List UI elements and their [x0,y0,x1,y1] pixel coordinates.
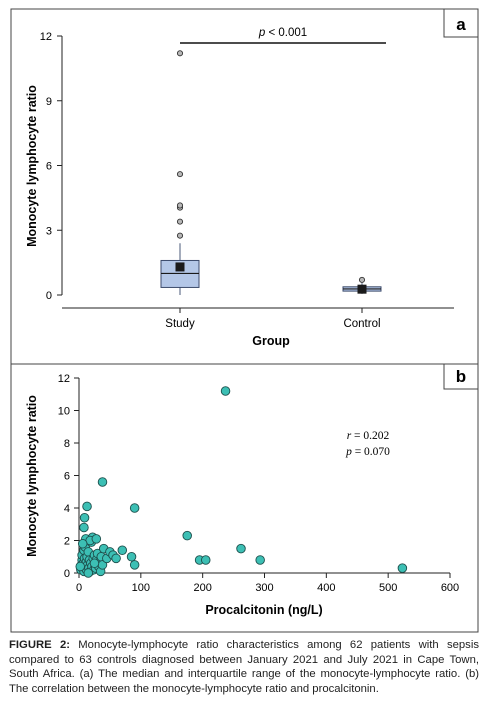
scatter-point [79,513,90,523]
panel-b-label: b [456,367,466,386]
scatter-point [89,558,100,569]
figure-caption: FIGURE 2: Monocyte-lymphocyte ratio char… [9,638,479,696]
outlier-point [176,218,184,225]
x-tick-label: Control [343,318,380,330]
x-tick-label: 400 [317,582,335,594]
y-tick-label: 2 [64,536,70,548]
scatter-point [220,386,231,396]
scatter-point [79,522,89,533]
x-tick-label: 500 [379,582,397,594]
panel-a-y-axis: 0 3 6 9 12 Study Control [40,31,454,330]
panel-b-points [75,386,408,578]
scatter-point [77,539,88,549]
scatter-point [129,560,140,570]
scatter-point [97,477,108,487]
scatter-point [117,545,128,556]
panel-a-label: a [456,15,466,34]
scatter-point [255,555,265,565]
y-tick-label: 4 [64,503,70,515]
panel-b-y-label: Monocyte lymphocyte ratio [25,395,39,557]
x-tick-label: 300 [255,582,273,594]
stat-p: p = 0.070 [345,446,390,458]
panel-b-axes: 0 2 4 6 8 10 12 0 100 200 300 400 500 600 [58,373,459,594]
scatter-point [397,563,408,573]
scatter-point [111,553,121,564]
outlier-point [176,171,184,178]
scatter-point [91,534,102,544]
y-tick-label: 0 [64,568,70,580]
panel-a-boxes [160,50,382,295]
y-tick-label: 10 [58,406,70,418]
x-tick-label: 200 [193,582,211,594]
panel-a-label-box [443,8,479,38]
panel-b-frame [10,363,479,633]
caption-label: FIGURE 2: [9,639,70,651]
y-tick-label: 0 [46,290,52,302]
scatter-point [75,561,85,572]
stat-r: r = 0.202 [347,430,390,442]
mean-marker [357,284,367,294]
y-tick-label: 6 [46,161,52,173]
scatter-point [126,552,137,562]
outlier-point [358,276,366,283]
y-tick-label: 12 [40,31,52,43]
y-tick-label: 3 [46,225,52,237]
panel-b: b 0 2 4 6 8 10 12 0 100 200 300 400 500 600 r = 0.202… [10,363,479,633]
panel-a-frame [10,8,479,365]
x-tick-label: 0 [76,582,82,594]
y-tick-label: 8 [64,438,70,450]
caption-text: Monocyte-lymphocyte ratio characteristic… [9,639,479,695]
outlier-point [176,232,184,239]
mean-marker [175,262,185,272]
scatter-point [201,555,211,565]
outlier-point [176,50,184,57]
scatter-point [129,503,140,513]
x-tick-label: 100 [132,582,150,594]
x-tick-label: Study [165,318,195,330]
panel-b-x-label: Procalcitonin (ng/L) [205,603,322,617]
outlier-point [176,202,184,209]
y-tick-label: 12 [58,373,70,385]
y-tick-label: 9 [46,96,52,108]
scatter-point [82,501,92,512]
panel-b-label-box [443,363,479,390]
scatter-point [236,543,246,554]
panel-a-y-label: Monocyte lymphocyte ratio [25,85,39,247]
panel-a-x-label: Group [252,334,290,348]
significance-label: p < 0.001 [258,27,307,39]
panel-a: a 0 3 6 9 12 Study Control p < 0.001 Group Mon… [10,8,479,365]
y-tick-label: 6 [64,471,70,483]
scatter-point [83,568,94,578]
x-tick-label: 600 [441,582,459,594]
scatter-point [182,530,192,541]
